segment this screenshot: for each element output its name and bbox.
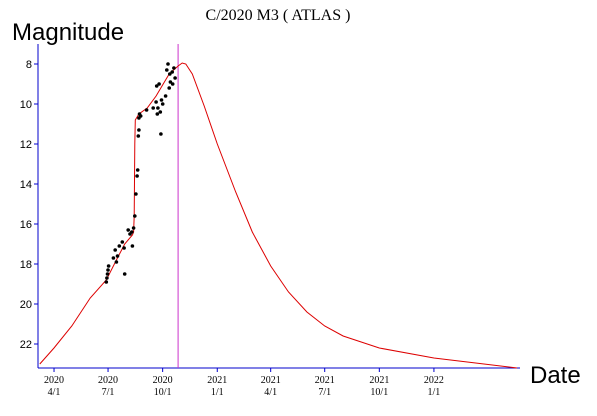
observation-point [168, 72, 172, 76]
x-tick-date-label: 10/1 [154, 387, 172, 398]
observation-point [105, 272, 110, 276]
y-axis-label: Magnitude [12, 19, 124, 46]
observation-point [159, 98, 164, 102]
x-tick-year-label: 2020 [153, 375, 173, 386]
observation-point [151, 106, 155, 110]
observation-point [173, 76, 177, 80]
observation-point [135, 168, 140, 172]
observation-point [133, 214, 137, 218]
x-ticks: 20204/120207/1202010/120211/120214/12021… [44, 368, 444, 398]
observation-point [159, 132, 163, 136]
predicted-magnitude-curve [39, 62, 518, 369]
observation-point [117, 244, 122, 248]
x-tick-year-label: 2020 [98, 375, 118, 386]
chart-title: C/2020 M3 ( ATLAS ) [206, 7, 351, 24]
x-tick-date-label: 4/1 [264, 387, 277, 398]
x-tick-date-label: 10/1 [370, 387, 388, 398]
observation-point [130, 244, 135, 248]
x-tick-date-label: 7/1 [318, 387, 331, 398]
x-tick-date-label: 1/1 [428, 387, 441, 398]
observation-point [136, 134, 141, 138]
observation-point [167, 86, 171, 90]
observation-point [105, 276, 109, 280]
observation-point [157, 82, 161, 86]
observation-point [131, 226, 136, 230]
observation-point [115, 254, 120, 258]
x-tick-year-label: 2020 [44, 375, 64, 386]
observation-point [122, 272, 127, 276]
observation-point [137, 128, 141, 132]
observation-point [126, 228, 130, 232]
x-tick-year-label: 2022 [424, 375, 444, 386]
observation-point [154, 100, 158, 104]
x-axis-label: Date [530, 362, 581, 389]
x-tick-year-label: 2021 [369, 375, 389, 386]
observation-point [130, 230, 134, 234]
x-tick-year-label: 2021 [261, 375, 281, 386]
y-tick-label: 16 [20, 219, 32, 231]
observation-point [113, 248, 117, 252]
observation-point [160, 102, 165, 106]
y-tick-label: 12 [20, 139, 32, 151]
observation-point [154, 84, 159, 88]
observation-point [166, 62, 170, 66]
observation-point [165, 68, 169, 72]
observation-point [114, 260, 119, 264]
observation-point [172, 66, 176, 70]
observation-point [170, 70, 174, 74]
observation-point [106, 264, 111, 268]
observation-point [104, 280, 109, 284]
y-ticks: 8 10 12 14 16 18 20 22 [20, 59, 38, 351]
x-tick-date-label: 1/1 [211, 387, 224, 398]
observation-point [138, 114, 143, 118]
observation-point [106, 268, 110, 272]
observation-point [135, 174, 139, 178]
observation-point [144, 108, 149, 112]
axes [37, 44, 520, 369]
observation-point [158, 110, 163, 114]
x-tick-date-label: 4/1 [48, 387, 61, 398]
observation-point [134, 192, 138, 196]
observation-point [120, 240, 125, 244]
y-tick-label: 8 [26, 59, 32, 71]
y-tick-label: 22 [20, 339, 32, 351]
observation-point [163, 94, 168, 98]
x-tick-date-label: 7/1 [102, 387, 115, 398]
observation-point [156, 106, 160, 110]
observation-point [155, 112, 160, 116]
series-layer [39, 62, 518, 369]
observation-point [170, 82, 175, 86]
y-tick-label: 14 [20, 179, 32, 191]
observation-point [122, 246, 126, 250]
y-tick-label: 18 [20, 259, 32, 271]
x-tick-year-label: 2021 [207, 375, 227, 386]
observation-point [111, 256, 116, 260]
x-tick-year-label: 2021 [315, 375, 335, 386]
y-tick-label: 10 [20, 99, 32, 111]
y-tick-label: 20 [20, 299, 32, 311]
